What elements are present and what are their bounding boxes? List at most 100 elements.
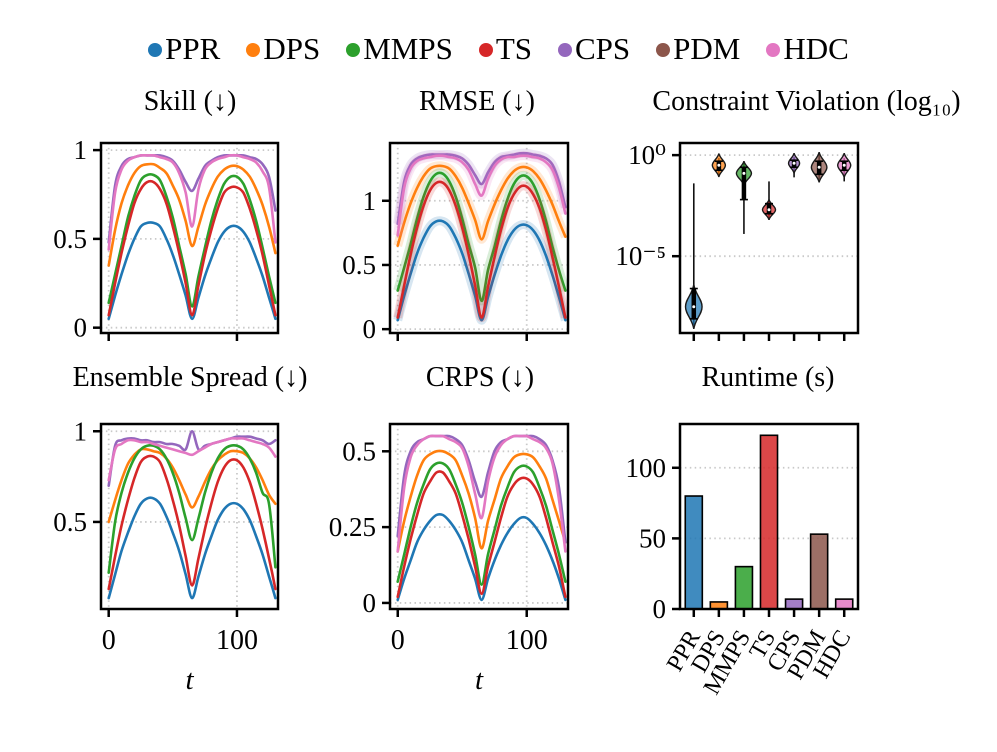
runtime-bar-CPS bbox=[784, 598, 804, 609]
rmse-ytick-label: 0.5 bbox=[342, 250, 376, 280]
rmse-MMPS-line bbox=[396, 171, 567, 303]
spread-xlabel: t bbox=[185, 664, 194, 696]
legend-marker-cps-icon bbox=[558, 42, 572, 57]
legend-label-hdc: HDC bbox=[783, 31, 849, 66]
legend-label-mmps: MMPS bbox=[363, 31, 453, 66]
skill-MMPS-line bbox=[107, 173, 277, 308]
crps-MMPS-line bbox=[396, 461, 567, 586]
violin-ytick-label: 10⁰ bbox=[628, 140, 666, 170]
chart-title-ensemble-spread: Ensemble Spread (↓) bbox=[72, 362, 308, 393]
runtime-ytick-label: 0 bbox=[653, 594, 667, 624]
legend: PPR DPS MMPS TS CPS PDM HDC bbox=[0, 33, 997, 64]
chart-title-crps: CRPS (↓) bbox=[425, 362, 535, 393]
rmse-PPR-line bbox=[396, 219, 567, 322]
skill-HDC-line bbox=[107, 153, 277, 251]
violin-axes-frame bbox=[678, 141, 860, 335]
rmse-HDC-line bbox=[396, 154, 567, 237]
rmse-DPS-line bbox=[396, 164, 567, 247]
crps-line-chart: 0 0.25 0.5 0 100 t bbox=[329, 422, 570, 696]
legend-label-cps: CPS bbox=[575, 31, 631, 66]
legend-label-pdm: PDM bbox=[673, 31, 741, 66]
skill-ytick-label: 1 bbox=[74, 135, 88, 165]
crps-plot-svg: 0 0.25 0.5 0 100 t bbox=[329, 422, 570, 696]
crps-DPS-line bbox=[396, 449, 567, 553]
runtime-bar-PPR bbox=[684, 495, 704, 609]
violin-plot-svg: 10⁰ 10⁻⁵ bbox=[615, 140, 860, 341]
spread-plot-svg: 0.5 1 0 100 t bbox=[53, 416, 280, 696]
crps-xtick-label: 0 bbox=[391, 625, 405, 656]
spread-xtick-label: 100 bbox=[216, 625, 258, 656]
constraint-violation-violin-chart: 10⁰ 10⁻⁵ bbox=[615, 140, 860, 341]
rmse-line-chart: 0 0.5 1 bbox=[342, 141, 570, 344]
skill-ytick-label: 0 bbox=[74, 313, 88, 343]
legend-marker-hdc-icon bbox=[766, 42, 781, 57]
rmse-ytick-label: 0 bbox=[363, 314, 377, 344]
runtime-bar-MMPS bbox=[734, 565, 754, 609]
violin-median-dot bbox=[842, 163, 846, 167]
legend-marker-dps-icon bbox=[246, 42, 261, 57]
violin-median-dot bbox=[742, 171, 746, 175]
legend-label-ts: TS bbox=[495, 31, 532, 66]
spread-axes-frame bbox=[99, 422, 280, 611]
violin-median-dot bbox=[692, 305, 696, 309]
violin-ytick-label: 10⁻⁵ bbox=[615, 241, 666, 271]
violin-median-dot bbox=[817, 165, 821, 169]
runtime-ytick-label: 100 bbox=[626, 453, 667, 483]
legend-marker-ppr-icon bbox=[148, 42, 163, 57]
runtime-ytick-label: 50 bbox=[639, 523, 666, 553]
legend-item-ppr: PPR bbox=[148, 33, 220, 64]
crps-xlabel: t bbox=[475, 664, 484, 696]
rmse-axes-frame bbox=[388, 141, 570, 335]
skill-line-chart: 0 0.5 1 bbox=[53, 135, 280, 343]
legend-label-dps: DPS bbox=[263, 31, 321, 66]
skill-TS-line bbox=[107, 179, 277, 317]
spread-PPR-line bbox=[107, 496, 277, 600]
legend-label-ppr: PPR bbox=[165, 31, 221, 66]
legend-item-dps: DPS bbox=[246, 33, 320, 64]
violin-median-dot bbox=[717, 163, 721, 167]
runtime-bar-DPS bbox=[709, 601, 729, 609]
runtime-bar-HDC bbox=[834, 598, 854, 609]
spread-CPS-line bbox=[107, 430, 277, 487]
crps-axes-frame bbox=[388, 422, 570, 611]
legend-item-hdc: HDC bbox=[766, 31, 849, 66]
spread-ytick-label: 1 bbox=[74, 416, 88, 446]
crps-ytick-label: 0.25 bbox=[329, 512, 376, 542]
legend-item-ts: TS bbox=[478, 31, 532, 66]
runtime-bar-PDM bbox=[809, 533, 829, 609]
runtime-bar-chart: 0 50 100 PPR DPS MMPS TS CPS PDM HDC bbox=[626, 422, 860, 699]
ensemble-spread-line-chart: 0.5 1 0 100 t bbox=[53, 416, 280, 696]
rmse-CPS-line bbox=[396, 151, 567, 226]
rmse-plot-svg: 00.51 bbox=[342, 141, 570, 344]
skill-PPR-line bbox=[107, 221, 277, 321]
crps-HDC-line bbox=[396, 434, 567, 553]
crps-PPR-line bbox=[396, 512, 567, 602]
skill-DPS-line bbox=[107, 162, 277, 267]
crps-TS-line bbox=[396, 470, 567, 599]
rmse-TS-line bbox=[396, 180, 567, 319]
spread-HDC-line bbox=[107, 437, 277, 482]
legend-marker-ts-icon bbox=[478, 42, 493, 57]
crps-ytick-label: 0.5 bbox=[342, 436, 376, 466]
chart-title-rmse: RMSE (↓) bbox=[419, 86, 535, 117]
violin-median-dot bbox=[767, 208, 771, 212]
legend-marker-pdm-icon bbox=[656, 42, 671, 57]
violin-median-dot bbox=[792, 161, 796, 165]
chart-title-skill: Skill (↓) bbox=[143, 86, 237, 117]
skill-ytick-label: 0.5 bbox=[53, 224, 87, 254]
spread-xtick-label: 0 bbox=[102, 625, 116, 656]
crps-ytick-label: 0 bbox=[363, 588, 377, 618]
skill-plot-svg: 00.51 bbox=[53, 135, 280, 343]
legend-item-cps: CPS bbox=[558, 33, 630, 64]
legend-item-pdm: PDM bbox=[656, 33, 740, 64]
spread-TS-line bbox=[107, 454, 277, 591]
spread-ytick-label: 0.5 bbox=[53, 507, 87, 537]
legend-marker-mmps-icon bbox=[346, 42, 361, 57]
crps-xtick-label: 100 bbox=[506, 625, 548, 656]
chart-title-runtime: Runtime (s) bbox=[701, 362, 835, 393]
chart-title-constraint-violation: Constraint Violation (log₁₀) bbox=[652, 86, 961, 117]
legend-item-mmps: MMPS bbox=[346, 33, 453, 64]
rmse-ytick-label: 1 bbox=[363, 186, 377, 216]
spread-MMPS-line bbox=[107, 444, 277, 574]
